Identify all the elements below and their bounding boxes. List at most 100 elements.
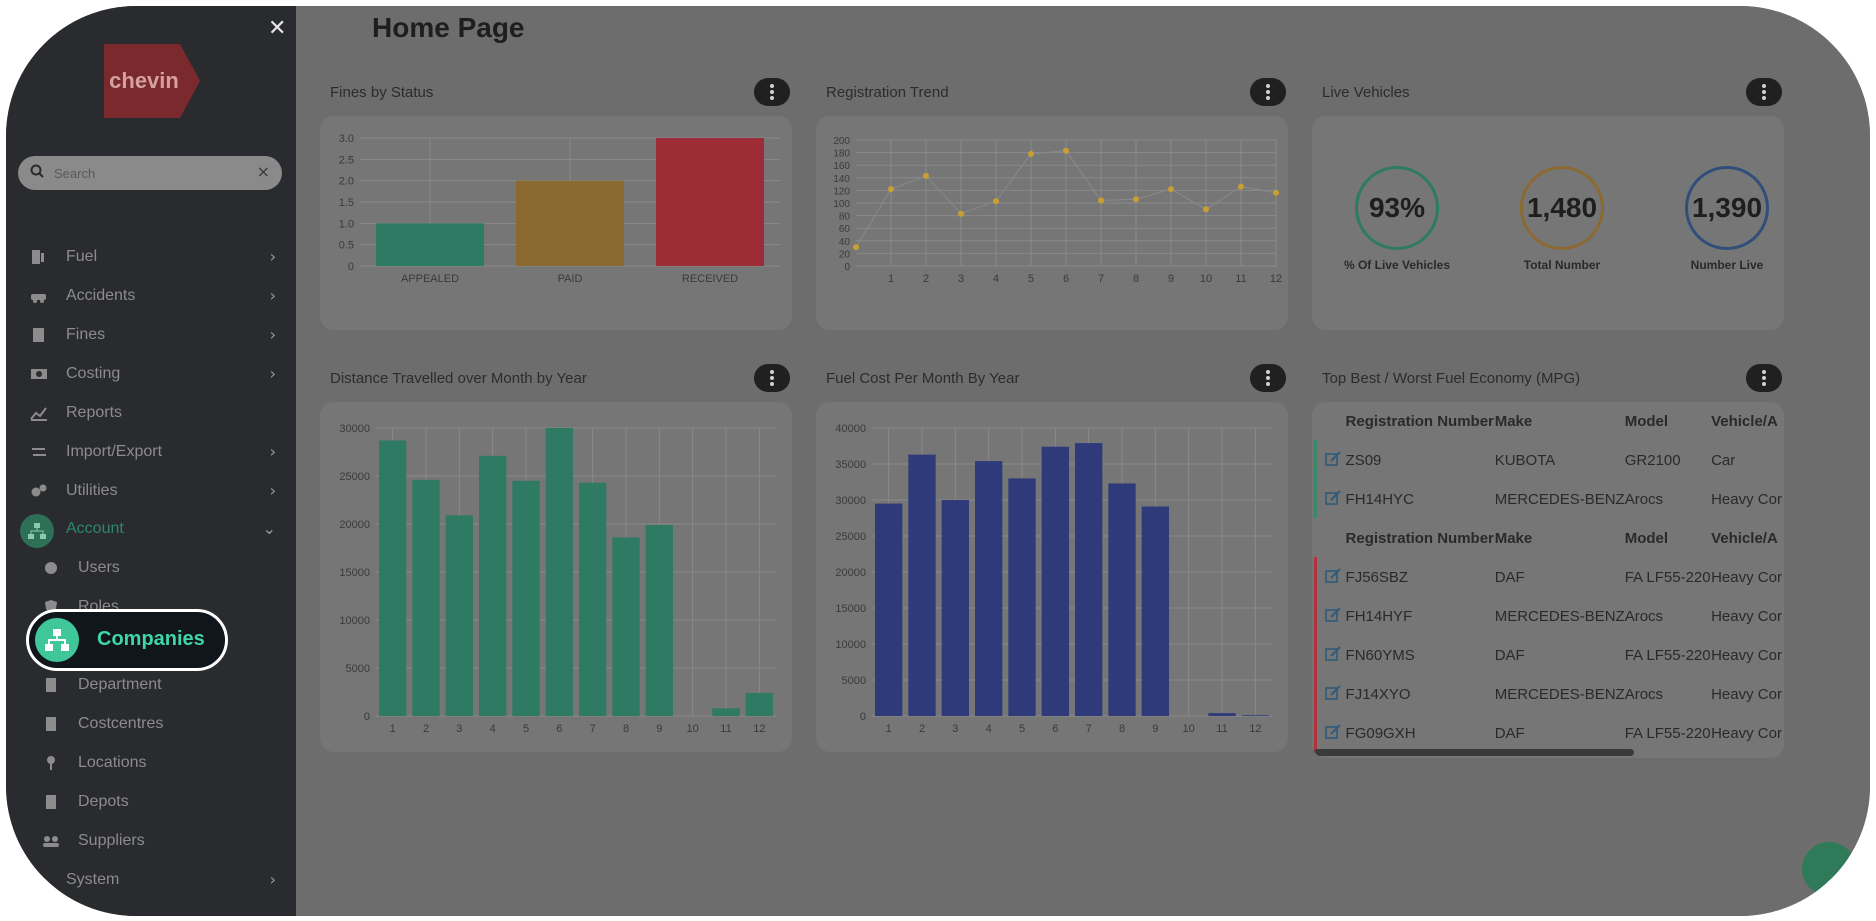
- table-row[interactable]: FJ56SBZ DAF FA LF55-220 Heavy Cor: [1324, 558, 1784, 597]
- table-row[interactable]: FH14HYC MERCEDES-BENZ Arocs Heavy Cor: [1324, 480, 1784, 519]
- close-sidebar-icon[interactable]: ✕: [268, 16, 287, 41]
- table-row[interactable]: FJ14XYO MERCEDES-BENZ Arocs Heavy Cor: [1324, 675, 1784, 714]
- table-row[interactable]: FG09GXH DAF FA LF55-220 Heavy Cor: [1324, 714, 1784, 753]
- table-row[interactable]: FN60YMS DAF FA LF55-220 Heavy Cor: [1324, 636, 1784, 675]
- fuel-economy-table: Registration Number Make Model Vehicle/A…: [1324, 402, 1784, 753]
- live-vehicles-menu-button[interactable]: [1746, 78, 1782, 106]
- sidebar-subitem-suppliers[interactable]: Suppliers: [6, 823, 296, 859]
- chat-help-button[interactable]: [1802, 842, 1856, 896]
- registration-menu-button[interactable]: [1250, 78, 1286, 106]
- x-tick-label: 5: [523, 723, 529, 735]
- sidebar-subitem-locations[interactable]: Locations: [6, 745, 296, 781]
- sidebar-item-reports[interactable]: Reports: [6, 395, 296, 431]
- sidebar-subitem-label: Depots: [78, 793, 129, 810]
- economy-menu-button[interactable]: [1746, 364, 1782, 392]
- cell-make: DAF: [1494, 725, 1525, 742]
- bar: [579, 482, 607, 716]
- sidebar-item-accidents[interactable]: Accidents ›: [6, 278, 296, 314]
- sidebar-subitem-costcentres[interactable]: Costcentres: [6, 706, 296, 742]
- registration-card-title: Registration Trend: [826, 84, 949, 101]
- y-tick-label: 1.5: [339, 197, 354, 209]
- sidebar-subitem-department[interactable]: Department: [6, 667, 296, 703]
- cell-registration: FJ14XYO: [1345, 686, 1411, 703]
- user-circle-icon: [45, 562, 57, 574]
- cell-registration: FH14HYC: [1345, 491, 1414, 508]
- distance-menu-button[interactable]: [754, 364, 790, 392]
- x-tick-label: RECEIVED: [682, 273, 738, 285]
- x-tick-label: APPEALED: [401, 273, 459, 285]
- x-tick-label: 10: [687, 723, 699, 735]
- y-tick-label: 5000: [842, 675, 866, 687]
- edit-icon[interactable]: [1324, 675, 1346, 714]
- x-tick-label: 6: [1052, 723, 1058, 735]
- edit-icon[interactable]: [1324, 441, 1346, 480]
- live-percentage-stat: 93% % Of Live Vehicles: [1332, 166, 1462, 272]
- edit-icon[interactable]: [1324, 480, 1346, 519]
- sidebar-item-costing[interactable]: Costing ›: [6, 356, 296, 392]
- table-row[interactable]: FH14HYF MERCEDES-BENZ Arocs Heavy Cor: [1324, 597, 1784, 636]
- sitemap-icon: [35, 618, 79, 662]
- edit-icon[interactable]: [1324, 597, 1346, 636]
- y-tick-label: 10000: [339, 615, 370, 627]
- y-tick-label: 0: [844, 262, 850, 273]
- x-tick-label: 6: [1063, 273, 1069, 285]
- search-box[interactable]: Search ×: [18, 156, 282, 190]
- bar: [875, 503, 903, 716]
- x-tick-label: 11: [1235, 273, 1246, 285]
- chevin-logo[interactable]: chevin: [104, 44, 200, 118]
- edit-icon[interactable]: [1324, 558, 1346, 597]
- sidebar-subitem-users[interactable]: Users: [6, 550, 296, 586]
- sidebar-item-fuel[interactable]: Fuel ›: [6, 239, 296, 275]
- distance-card-title: Distance Travelled over Month by Year: [330, 370, 587, 387]
- y-tick-label: 30000: [835, 495, 866, 507]
- sidebar-item-label: Reports: [66, 404, 123, 421]
- sidebar-item-account[interactable]: Account ⌄: [6, 511, 296, 548]
- y-tick-label: 0: [364, 711, 370, 723]
- y-tick-label: 2.0: [339, 176, 354, 188]
- data-point: [1203, 206, 1209, 213]
- cell-vehicle-type: Heavy Cor: [1711, 491, 1782, 508]
- data-point: [993, 198, 999, 205]
- search-input[interactable]: Search: [54, 166, 96, 181]
- table-row[interactable]: ZS09 KUBOTA GR2100 Car: [1324, 441, 1784, 480]
- building-icon: [46, 678, 56, 692]
- bar: [1075, 443, 1103, 716]
- data-point: [888, 186, 894, 193]
- x-tick-label: 12: [753, 723, 765, 735]
- cell-make: DAF: [1494, 647, 1525, 664]
- cell-vehicle-type: Heavy Cor: [1711, 569, 1782, 586]
- edit-icon[interactable]: [1324, 714, 1346, 753]
- clear-search-icon[interactable]: ×: [256, 162, 270, 181]
- fuelcost-menu-button[interactable]: [1250, 364, 1286, 392]
- x-tick-label: 7: [1098, 273, 1104, 285]
- y-tick-label: 200: [833, 136, 850, 147]
- fines-menu-button[interactable]: [754, 78, 790, 106]
- x-tick-label: 11: [720, 723, 731, 735]
- sidebar-item-system[interactable]: System ›: [6, 862, 296, 898]
- data-point: [958, 210, 964, 217]
- sidebar-subitem-companies[interactable]: Companies: [26, 609, 228, 671]
- table-header-row: Registration Number Make Model Vehicle/A: [1324, 402, 1784, 441]
- y-tick-label: 20000: [835, 567, 866, 579]
- cell-model: GR2100: [1624, 452, 1681, 469]
- x-tick-label: 11: [1216, 723, 1227, 735]
- cell-model: FA LF55-220: [1624, 725, 1711, 742]
- sidebar-item-fines[interactable]: Fines ›: [6, 317, 296, 353]
- edit-icon[interactable]: [1324, 636, 1346, 675]
- x-tick-label: 6: [556, 723, 562, 735]
- sidebar-subitem-depots[interactable]: Depots: [6, 784, 296, 820]
- y-tick-label: 80: [839, 212, 851, 223]
- sidebar-item-import-export[interactable]: Import/Export ›: [6, 434, 296, 470]
- sidebar-item-utilities[interactable]: Utilities ›: [6, 473, 296, 509]
- x-tick-label: 3: [456, 723, 462, 735]
- app-window: ✕ chevin Search × Fuel › Accidents ›: [6, 6, 1870, 916]
- column-header: Make: [1494, 413, 1533, 430]
- sidebar-subitem-label: Costcentres: [78, 715, 164, 732]
- y-tick-label: 15000: [339, 567, 370, 579]
- horizontal-scrollbar[interactable]: [1314, 749, 1634, 756]
- fines-by-status-chart: 0 0.5 1.0 1.5 2.0 2.5 3.0 APPEALED PAID RECEIVED: [339, 133, 780, 285]
- sidebar-item-label: Fuel: [66, 248, 98, 265]
- column-header: Make: [1494, 530, 1533, 547]
- data-point: [853, 244, 859, 251]
- sidebar: ✕ chevin Search × Fuel › Accidents ›: [6, 6, 296, 916]
